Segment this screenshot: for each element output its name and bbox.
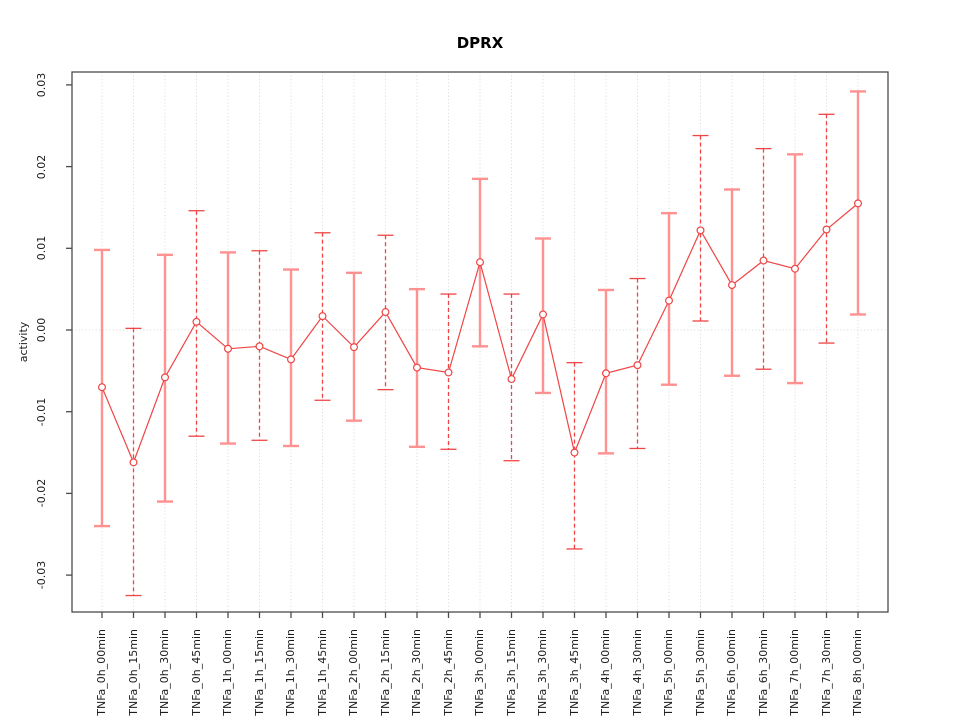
x-tick-label: TNFa_1h_00min	[221, 629, 234, 716]
data-point	[759, 256, 768, 265]
data-point	[224, 344, 233, 353]
data-point	[633, 361, 642, 370]
data-point	[790, 264, 799, 273]
x-tick-label: TNFa_1h_15min	[252, 629, 266, 716]
y-tick-label: 0.02	[35, 154, 48, 179]
x-tick-label: TNFa_3h_15min	[504, 629, 518, 716]
y-tick-label: 0.00	[35, 317, 48, 343]
x-tick-label: TNFa_5h_00min	[662, 629, 675, 716]
data-point	[255, 342, 264, 351]
data-point	[192, 317, 201, 326]
data-point	[727, 281, 736, 290]
data-point	[97, 383, 106, 392]
y-tick-label: -0.01	[35, 397, 48, 426]
x-tick-label: TNFa_6h_30min	[756, 629, 770, 716]
x-tick-label: TNFa_4h_00min	[599, 629, 612, 716]
y-tick-label: -0.02	[35, 479, 48, 508]
x-tick-label: TNFa_0h_30min	[158, 629, 171, 716]
y-tick-label: 0.03	[35, 72, 48, 98]
data-point	[381, 308, 390, 317]
data-point	[161, 373, 170, 382]
x-tick-label: TNFa_5h_30min	[693, 629, 707, 716]
x-tick-label: TNFa_0h_15min	[126, 629, 140, 716]
x-tick-label: TNFa_1h_45min	[315, 629, 329, 716]
x-tick-label: TNFa_2h_00min	[347, 629, 360, 716]
x-tick-label: TNFa_3h_45min	[567, 629, 581, 716]
data-point	[129, 458, 138, 467]
x-tick-label: TNFa_2h_15min	[378, 629, 392, 716]
data-point	[476, 258, 485, 267]
chart-title: DPRX	[456, 34, 504, 52]
data-point	[318, 312, 327, 321]
data-point	[444, 368, 453, 377]
x-tick-label: TNFa_2h_30min	[410, 629, 423, 716]
x-tick-label: TNFa_7h_00min	[788, 629, 801, 716]
data-point	[822, 225, 831, 234]
data-point	[287, 355, 296, 364]
y-tick-label: -0.03	[35, 560, 48, 590]
x-tick-label: TNFa_3h_30min	[536, 629, 549, 716]
data-point	[538, 310, 547, 319]
y-tick-label: 0.01	[35, 236, 48, 261]
data-point	[413, 363, 422, 372]
x-tick-label: TNFa_2h_45min	[441, 629, 455, 716]
data-point	[601, 369, 610, 378]
data-point	[853, 199, 862, 208]
data-point	[664, 296, 673, 305]
data-point	[507, 375, 516, 384]
x-tick-label: TNFa_3h_00min	[473, 629, 486, 716]
data-point	[570, 448, 579, 457]
data-point	[696, 226, 705, 235]
x-tick-label: TNFa_0h_00min	[95, 629, 108, 716]
x-tick-label: TNFa_1h_30min	[284, 629, 297, 716]
x-tick-label: TNFa_6h_00min	[725, 629, 738, 716]
x-tick-label: TNFa_8h_00min	[851, 629, 864, 716]
x-tick-label: TNFa_0h_45min	[189, 629, 203, 716]
x-tick-label: TNFa_4h_30min	[630, 629, 644, 716]
data-point	[350, 343, 359, 352]
x-tick-label: TNFa_7h_30min	[819, 629, 833, 716]
